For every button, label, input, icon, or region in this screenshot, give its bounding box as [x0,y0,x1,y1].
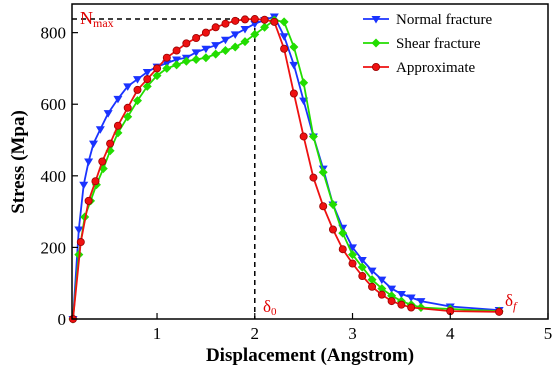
data-point-approximate [85,197,92,204]
data-point-shear-fracture [328,200,337,209]
data-point-normal-fracture [104,110,113,118]
data-point-normal-fracture [79,182,88,190]
data-point-shear-fracture [231,42,240,51]
data-point-approximate [359,272,366,279]
data-point-normal-fracture [96,126,105,134]
data-point-shear-fracture [338,229,347,238]
x-tick-label: 3 [348,324,357,343]
data-point-approximate [300,133,307,140]
data-point-approximate [173,47,180,54]
data-point-shear-fracture [192,55,201,64]
data-point-approximate [280,45,287,52]
legend-marker-approximate [372,63,379,70]
legend-item-shear-fracture: Shear fracture [363,36,481,52]
data-point-approximate [212,24,219,31]
data-point-approximate [310,174,317,181]
data-point-shear-fracture [211,50,220,59]
data-point-approximate [251,15,258,22]
data-point-approximate [232,17,239,24]
data-point-approximate [271,18,278,25]
data-point-approximate [222,20,229,27]
data-point-approximate [77,238,84,245]
legend-label-normal-fracture: Normal fracture [396,12,493,28]
data-point-approximate [202,29,209,36]
data-point-approximate [408,304,415,311]
legend-item-normal-fracture: Normal fracture [363,12,493,28]
data-point-approximate [163,54,170,61]
delta0-annotation: δ0 [263,297,277,318]
data-point-approximate [320,203,327,210]
data-point-approximate [99,158,106,165]
data-point-approximate [241,16,248,23]
data-point-approximate [193,34,200,41]
x-tick-label: 2 [251,324,260,343]
data-point-approximate [124,104,131,111]
data-point-approximate [368,283,375,290]
data-point-approximate [378,291,385,298]
y-tick-label: 600 [41,95,67,114]
data-point-approximate [261,16,268,23]
data-point-approximate [92,178,99,185]
data-point-shear-fracture [201,53,210,62]
y-axis-title: Stress (Mpa) [8,110,29,214]
data-point-shear-fracture [221,46,230,55]
data-point-approximate [349,260,356,267]
nmax-label: Nmax [80,8,114,30]
legend-item-approximate: Approximate [363,60,475,76]
legend-label-shear-fracture: Shear fracture [396,36,481,52]
y-tick-label: 0 [58,310,67,329]
data-point-normal-fracture [84,159,93,167]
data-point-normal-fracture [289,62,298,70]
x-tick-label: 5 [544,324,553,343]
data-point-approximate [329,226,336,233]
data-point-approximate [398,301,405,308]
deltaf-annotation: δf [505,291,518,313]
y-tick-label: 200 [41,238,67,257]
y-tick-label: 800 [41,24,67,43]
data-point-approximate [134,86,141,93]
data-point-approximate [183,40,190,47]
data-point-shear-fracture [309,132,318,141]
legend-label-approximate: Approximate [396,60,475,76]
legend-marker-shear-fracture [372,39,381,48]
data-point-approximate [339,246,346,253]
x-tick-label: 4 [446,324,455,343]
legend: Normal fracture Shear fracture Approximate [363,12,493,76]
data-point-shear-fracture [289,42,298,51]
y-tick-label: 400 [41,167,67,186]
data-point-approximate [114,122,121,129]
data-point-approximate [144,76,151,83]
data-point-approximate [153,65,160,72]
delta0-label: δ0 [263,297,277,318]
data-point-shear-fracture [280,17,289,26]
data-point-approximate [388,298,395,305]
data-point-normal-fracture [89,141,98,149]
data-point-approximate [496,308,503,315]
x-tick-label: 1 [153,324,162,343]
data-point-approximate [107,140,114,147]
data-point-shear-fracture [319,168,328,177]
data-point-approximate [290,90,297,97]
deltaf-label: δf [505,291,518,313]
nmax-annotation: Nmax [80,8,114,30]
data-point-shear-fracture [172,60,181,69]
x-axis-title: Displacement (Angstrom) [206,345,414,366]
